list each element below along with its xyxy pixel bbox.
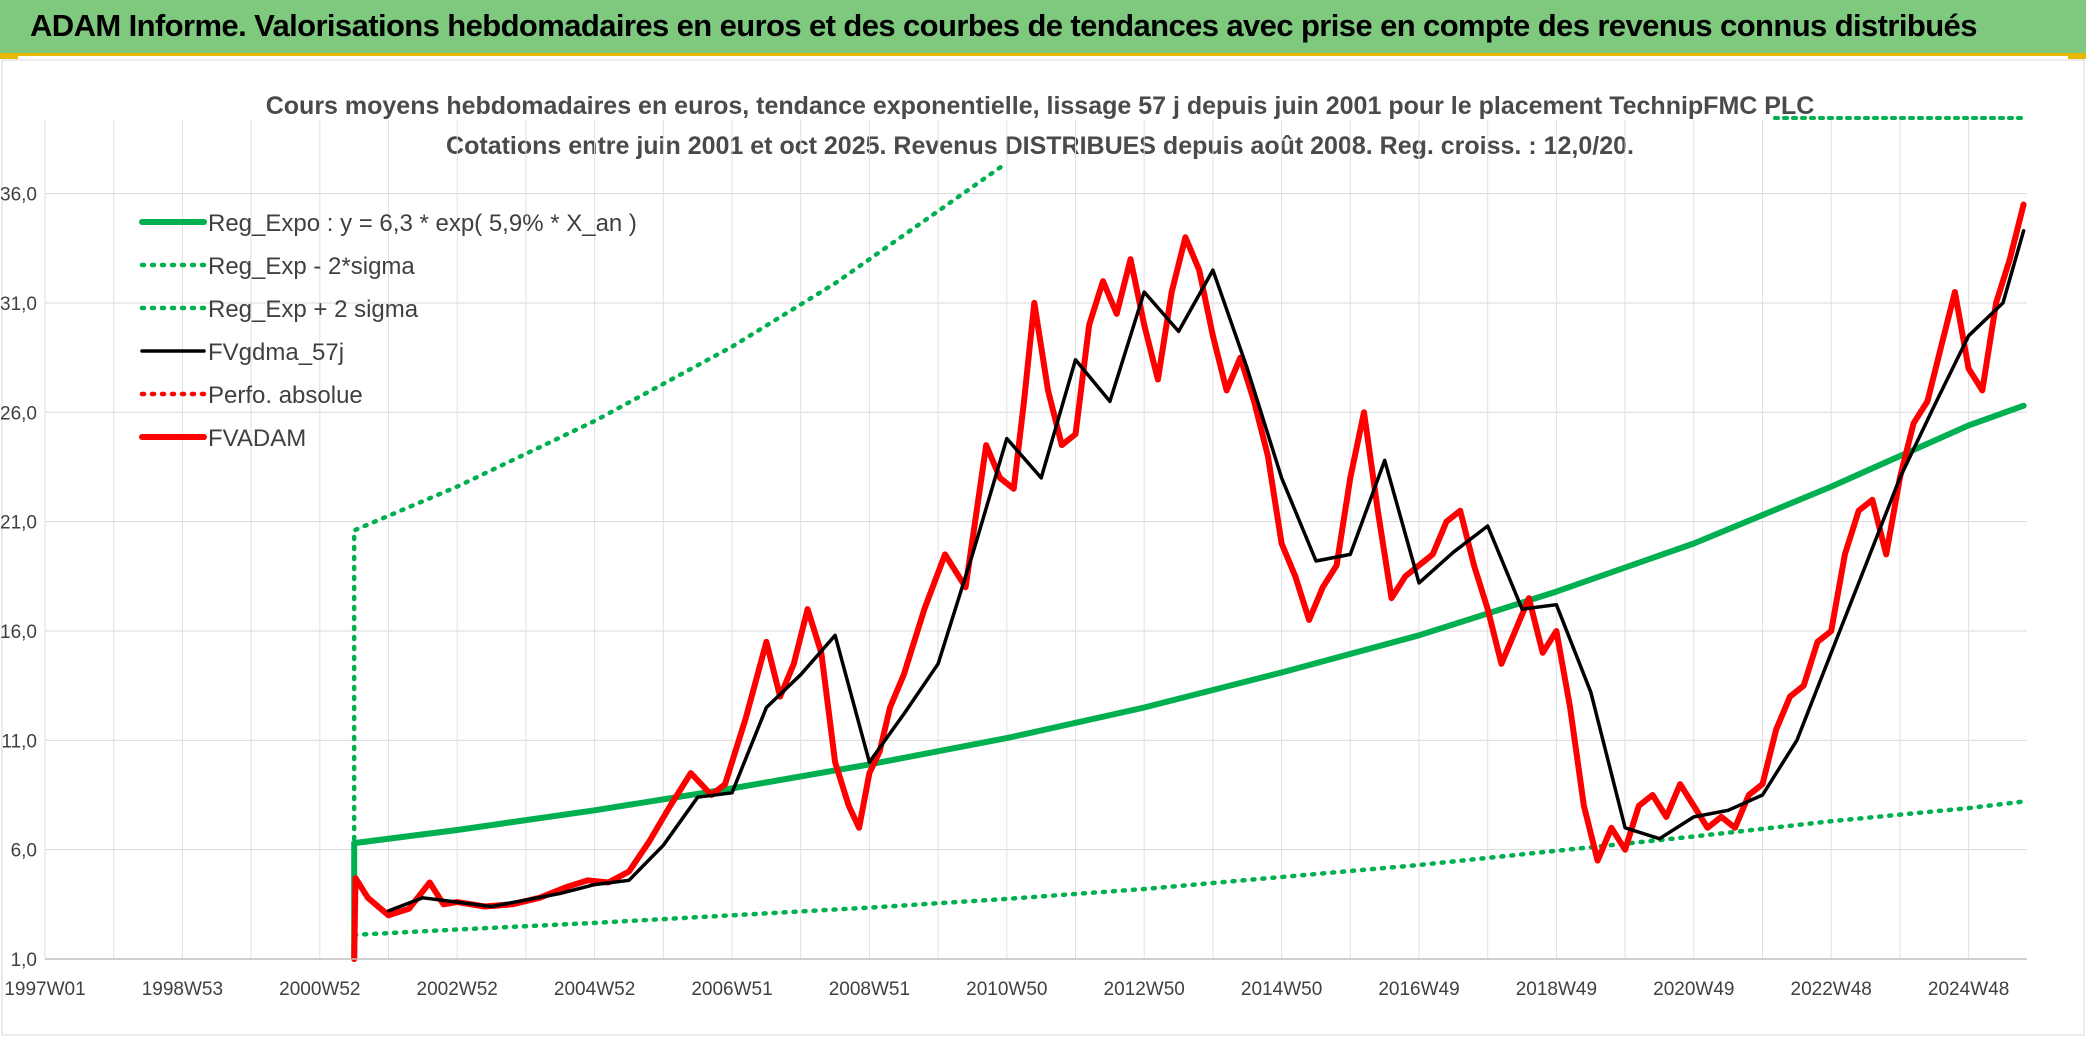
header-bar: ADAM Informe. Valorisations hebdomadaire… [0,0,2086,56]
series-line [351,162,1006,962]
x-tick-label: 1998W53 [142,979,223,1000]
y-tick-label: 26,0 [0,403,37,424]
y-tick-label: 11,0 [1,731,37,752]
x-tick-label: 2010W50 [966,979,1047,1000]
axes: 1,0 6,0 11,0 16,0 21,0 26,0 31,0 36,0 1997W01 199… [0,185,2027,1000]
x-tick-label: 2020W49 [1653,979,1734,1000]
y-tick-label: 16,0 [0,622,37,643]
chart-title: Cours moyens hebdomadaires en euros, ten… [266,92,1815,120]
legend-label: Reg_Exp + 2 sigma [208,296,419,323]
grid [44,120,2027,960]
series-line [351,799,2026,938]
y-tick-label: 6,0 [11,841,37,862]
series-line [351,201,2027,962]
x-tick-label: 1997W01 [4,979,85,1000]
x-tick-label: 2000W52 [279,979,360,1000]
x-tick-label: 2016W49 [1378,979,1459,1000]
series-line [351,402,2027,962]
x-tick-label: 2008W51 [829,979,910,1000]
y-tick-label: 1,0 [11,950,37,971]
x-tick-label: 2024W48 [1928,979,2009,1000]
legend-label: FVgdma_57j [208,339,344,366]
x-tick-label: 2012W50 [1104,979,1185,1000]
x-tick-label: 2004W52 [554,979,635,1000]
chart-subtitle: Cotations entre juin 2001 et oct 2025. R… [446,132,1634,160]
series-layer [351,162,2027,962]
series-line [386,229,2026,913]
x-tick-label: 2022W48 [1791,979,1872,1000]
legend-label: Reg_Expo : y = 6,3 * exp( 5,9% * X_an ) [208,210,637,237]
legend-label: FVADAM [208,425,306,452]
legend-label: Perfo. absolue [208,382,363,409]
x-tick-label: 2002W52 [417,979,498,1000]
page-title: ADAM Informe. Valorisations hebdomadaire… [30,8,1977,43]
x-tick-label: 2018W49 [1516,979,1597,1000]
corner-accent-right [2068,53,2086,59]
legend-label: Reg_Exp - 2*sigma [208,253,415,280]
y-tick-label: 36,0 [0,185,37,206]
y-tick-label: 31,0 [0,294,37,315]
x-tick-label: 2014W50 [1241,979,1322,1000]
legend: Reg_Expo : y = 6,3 * exp( 5,9% * X_an ) R… [139,210,637,452]
x-tick-label: 2006W51 [691,979,772,1000]
y-tick-label: 21,0 [0,513,37,534]
chart-frame [1,59,2085,1036]
corner-accent-left [0,53,18,59]
